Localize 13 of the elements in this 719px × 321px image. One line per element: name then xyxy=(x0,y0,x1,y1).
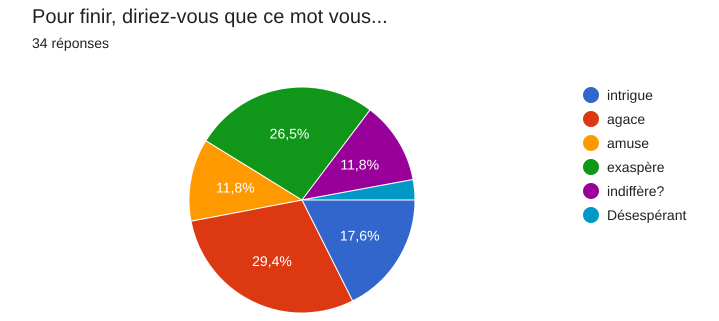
legend-label: amuse xyxy=(607,135,650,151)
legend-label: intrigue xyxy=(607,87,654,103)
data-label: 29,4% xyxy=(252,252,292,269)
chart-title: Pour finir, diriez-vous que ce mot vous... xyxy=(32,6,388,28)
legend-label: agace xyxy=(607,111,646,127)
legend-label: exaspère xyxy=(607,159,665,175)
data-label: 17,6% xyxy=(340,228,380,244)
data-label: 11,8% xyxy=(216,180,255,196)
data-label: 26,5% xyxy=(270,125,310,142)
legend-label: indiffère? xyxy=(607,183,665,199)
data-label: 11,8% xyxy=(340,156,380,172)
text: 34 réponses xyxy=(32,35,110,51)
legend-label: Désespérant xyxy=(607,207,686,223)
